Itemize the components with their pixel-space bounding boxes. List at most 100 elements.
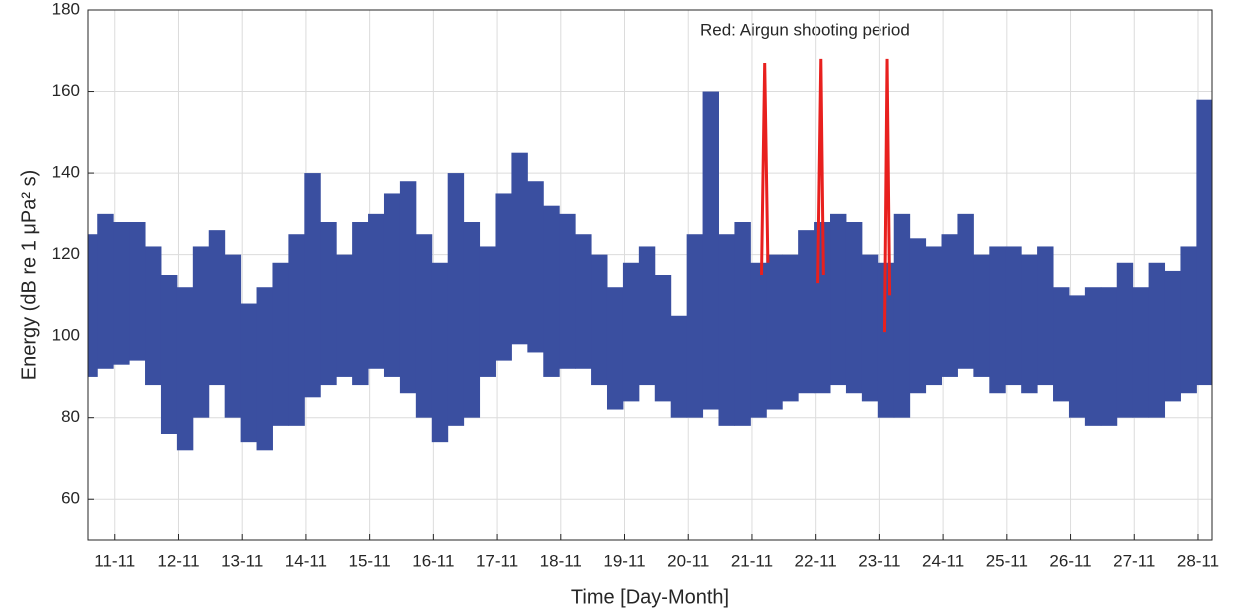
energy-range (240, 303, 258, 443)
energy-range (208, 230, 226, 386)
energy-range (1021, 254, 1038, 394)
energy-range (766, 254, 783, 410)
energy-range (479, 246, 496, 377)
energy-range (511, 152, 528, 345)
energy-range (145, 246, 162, 386)
energy-range (925, 246, 943, 386)
x-tick-label: 13-11 (221, 551, 263, 570)
x-tick-label: 19-11 (603, 551, 645, 570)
x-tick-label: 25-11 (986, 551, 1028, 570)
energy-range (129, 222, 146, 361)
x-tick-label: 18-11 (540, 551, 582, 570)
energy-range (591, 254, 608, 386)
energy-range (941, 234, 958, 377)
energy-range (192, 246, 210, 418)
energy-range (1196, 99, 1212, 386)
energy-range (1037, 246, 1054, 386)
energy-range (1084, 287, 1102, 426)
energy-range (256, 287, 273, 451)
x-tick-label: 27-11 (1113, 551, 1155, 570)
y-axis-label: Energy (dB re 1 μPa² s) (18, 170, 40, 381)
energy-range (670, 315, 688, 418)
airgun-spike (816, 58, 825, 284)
plot-frame (87, 9, 1213, 541)
y-tick-label: 120 (52, 244, 80, 263)
x-tick-label: 12-11 (157, 551, 199, 570)
energy-range (88, 234, 98, 377)
energy-range (1180, 246, 1197, 394)
x-tick-label: 20-11 (667, 551, 709, 570)
energy-range (463, 222, 481, 418)
energy-range (320, 222, 337, 386)
x-tick-label: 15-11 (349, 551, 391, 570)
annotation: Red: Airgun shooting period (700, 20, 910, 39)
energy-range (606, 287, 624, 410)
energy-range (654, 275, 672, 402)
energy-range (1100, 287, 1118, 426)
energy-range (368, 213, 385, 369)
y-tick-label: 140 (52, 163, 80, 182)
energy-range (734, 222, 751, 426)
energy-range (304, 173, 321, 398)
energy-range (750, 262, 767, 418)
energy-range (1164, 270, 1181, 402)
energy-range (527, 181, 544, 353)
energy-range (575, 234, 592, 369)
energy-range (495, 193, 512, 361)
x-tick-label: 26-11 (1049, 551, 1091, 570)
energy-range (559, 213, 576, 369)
energy-range (160, 275, 178, 434)
energy-range (718, 234, 735, 426)
y-tick-label: 60 (61, 489, 80, 508)
x-tick-label: 23-11 (858, 551, 900, 570)
energy-range (782, 254, 799, 402)
energy-range (638, 246, 656, 386)
x-axis-label: Time [Day-Month] (571, 586, 729, 608)
energy-range (877, 262, 895, 418)
energy-range (702, 91, 719, 410)
energy-range (1068, 295, 1086, 418)
x-tick-label: 21-11 (731, 551, 773, 570)
energy-range (989, 246, 1006, 394)
airgun-spike (882, 58, 892, 333)
energy-range (1132, 287, 1150, 418)
x-tick-label: 16-11 (412, 551, 454, 570)
energy-range (383, 193, 401, 377)
energy-range (893, 213, 911, 418)
energy-range (352, 222, 369, 386)
energy-range (97, 213, 114, 369)
energy-range (113, 222, 130, 365)
y-tick-label: 80 (61, 407, 80, 426)
energy-range (1148, 262, 1166, 418)
energy-range (861, 254, 879, 402)
x-tick-label: 11-11 (94, 551, 135, 570)
energy-range (622, 262, 640, 402)
x-tick-label: 24-11 (922, 551, 964, 570)
energy-range (288, 234, 305, 426)
energy-range (830, 213, 847, 386)
plot-area (88, 58, 1212, 451)
energy-range (1053, 287, 1070, 402)
y-tick-label: 100 (52, 326, 80, 345)
energy-range (431, 262, 449, 443)
energy-range (336, 254, 353, 377)
energy-range (1116, 262, 1134, 418)
x-tick-label: 14-11 (285, 551, 327, 570)
energy-range (1005, 246, 1022, 386)
energy-range (798, 230, 815, 394)
energy-range (957, 213, 974, 369)
energy-range (224, 254, 242, 418)
energy-range (415, 234, 433, 418)
airgun-spike (760, 62, 770, 276)
energy-range (909, 238, 927, 394)
energy-range (272, 262, 289, 426)
y-tick-label: 160 (52, 81, 80, 100)
energy-range (973, 254, 990, 377)
energy-range (176, 287, 194, 451)
energy-range (543, 205, 560, 377)
energy-range (447, 173, 465, 426)
energy-range (845, 222, 863, 394)
y-tick-label: 180 (52, 0, 80, 18)
x-tick-label: 28-11 (1177, 551, 1219, 570)
